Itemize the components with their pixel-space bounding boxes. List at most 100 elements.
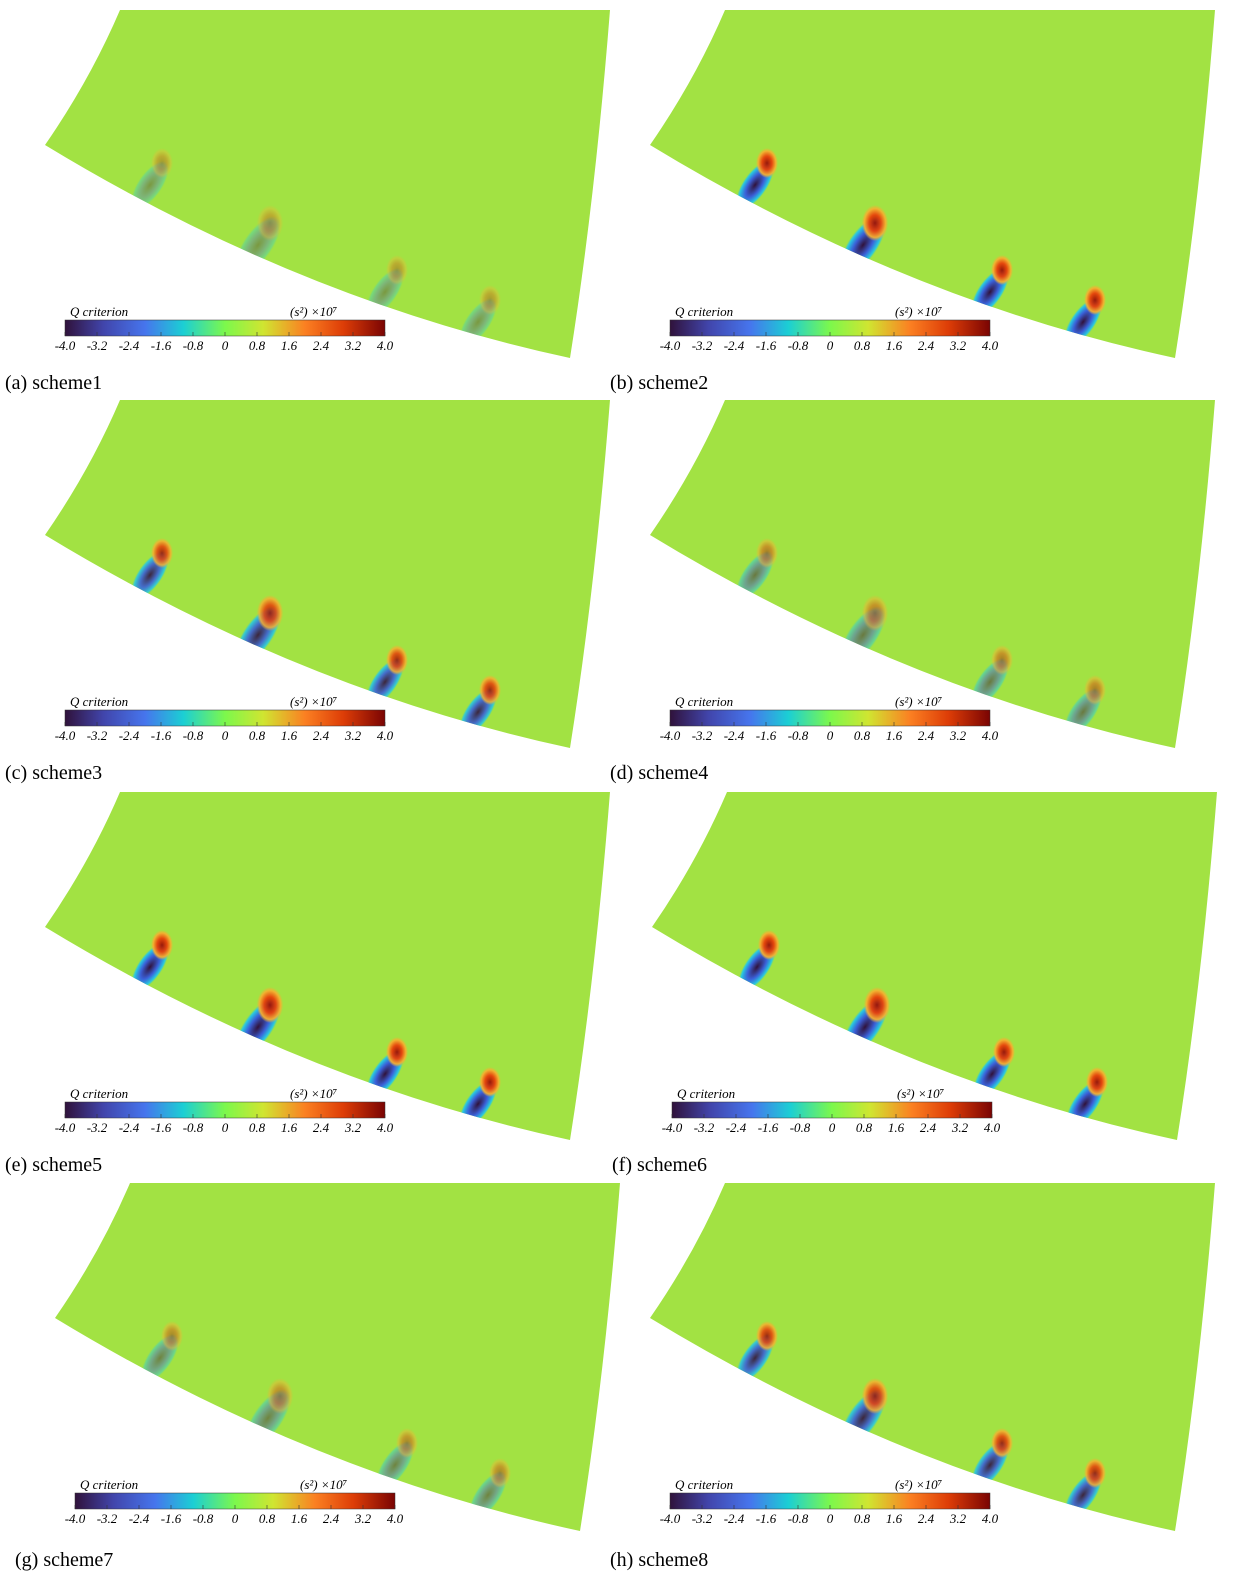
colorbar-title: Q criterion <box>70 1086 128 1101</box>
colorbar-tick-label: 2.4 <box>313 728 330 743</box>
positive-vortex <box>151 148 173 178</box>
colorbar-tick-label: 0.8 <box>856 1120 873 1135</box>
colorbar-tick-label: 0.8 <box>249 728 266 743</box>
colorbar-tick-label: -3.2 <box>692 728 713 743</box>
colorbar-tick-label: 2.4 <box>918 1511 935 1526</box>
colorbar-tick-label: -4.0 <box>660 728 681 743</box>
colorbar-tick-label: 0.8 <box>249 1120 266 1135</box>
colorbar-tick-label: 2.4 <box>920 1120 937 1135</box>
positive-vortex <box>993 1037 1015 1067</box>
panel: Q criterion (s²) ×10⁷ -4.0 -3.2 -2.4 -1.6 -0.8… <box>5 10 610 394</box>
positive-vortex <box>1084 285 1106 315</box>
colorbar-unit: (s²) ×10⁷ <box>895 304 943 319</box>
colorbar-unit: (s²) ×10⁷ <box>895 1477 943 1492</box>
colorbar-tick-label: 1.6 <box>281 728 298 743</box>
positive-vortex <box>756 148 778 178</box>
colorbar-tick-label: 1.6 <box>281 1120 298 1135</box>
colorbar-unit: (s²) ×10⁷ <box>895 694 943 709</box>
colorbar-tick-label: 0 <box>232 1511 239 1526</box>
colorbar-tick-label: -3.2 <box>692 1511 713 1526</box>
colorbar-tick-label: -2.4 <box>724 728 745 743</box>
panel-caption: (h) scheme8 <box>610 1549 708 1571</box>
colorbar-tick-label: -3.2 <box>87 728 108 743</box>
colorbar-tick-label: 3.2 <box>951 1120 969 1135</box>
positive-vortex <box>991 645 1013 675</box>
colorbar-tick-label: -2.4 <box>724 1511 745 1526</box>
positive-vortex <box>1086 1067 1108 1097</box>
colorbar-title: Q criterion <box>677 1086 735 1101</box>
colorbar-tick-label: 0.8 <box>854 728 871 743</box>
colorbar-tick-label: -1.6 <box>756 338 777 353</box>
colorbar-tick-label: 1.6 <box>888 1120 905 1135</box>
panel: Q criterion (s²) ×10⁷ -4.0 -3.2 -2.4 -1.6 -0.8… <box>610 400 1215 784</box>
colorbar-tick-label: 1.6 <box>886 1511 903 1526</box>
colorbar-tick-label: 2.4 <box>918 338 935 353</box>
positive-vortex <box>386 1037 408 1067</box>
colorbar-tick-label: -2.4 <box>129 1511 150 1526</box>
positive-vortex <box>1084 1458 1106 1488</box>
colorbar-tick-label: 4.0 <box>377 1120 394 1135</box>
colorbar-tick-label: 3.2 <box>344 338 362 353</box>
colorbar-tick-label: 3.2 <box>949 1511 967 1526</box>
colorbar-tick-label: 3.2 <box>344 1120 362 1135</box>
panel: Q criterion (s²) ×10⁷ -4.0 -3.2 -2.4 -1.6 -0.8… <box>5 792 610 1176</box>
positive-vortex <box>479 1067 501 1097</box>
colorbar-tick-label: -0.8 <box>183 728 204 743</box>
colorbar-tick-label: -1.6 <box>756 728 777 743</box>
colorbar-tick-label: 3.2 <box>354 1511 372 1526</box>
colorbar-tick-label: 4.0 <box>982 728 999 743</box>
colorbar-tick-label: -0.8 <box>790 1120 811 1135</box>
panel: Q criterion (s²) ×10⁷ -4.0 -3.2 -2.4 -1.6 -0.8… <box>5 400 610 784</box>
colorbar-tick-label: 1.6 <box>886 338 903 353</box>
colorbar-tick-label: -3.2 <box>87 1120 108 1135</box>
panel: Q criterion (s²) ×10⁷ -4.0 -3.2 -2.4 -1.6 -0.8… <box>612 792 1217 1176</box>
colorbar-tick-label: 4.0 <box>982 1511 999 1526</box>
panel-caption: (b) scheme2 <box>610 372 708 394</box>
colorbar-tick-label: 3.2 <box>344 728 362 743</box>
colorbar-title: Q criterion <box>70 304 128 319</box>
panel: Q criterion (s²) ×10⁷ -4.0 -3.2 -2.4 -1.6 -0.8… <box>610 10 1215 394</box>
colorbar-tick-label: -0.8 <box>788 338 809 353</box>
positive-vortex <box>266 1378 294 1414</box>
positive-vortex <box>758 930 780 960</box>
panel-caption: (c) scheme3 <box>5 762 102 784</box>
colorbar-tick-label: 0 <box>222 338 229 353</box>
panel-caption: (g) scheme7 <box>15 1549 113 1571</box>
panel-caption: (d) scheme4 <box>610 762 708 784</box>
colorbar-tick-label: -4.0 <box>55 728 76 743</box>
colorbar-tick-label: -1.6 <box>756 1511 777 1526</box>
colorbar-unit: (s²) ×10⁷ <box>290 1086 338 1101</box>
colorbar-tick-label: 4.0 <box>982 338 999 353</box>
colorbar-title: Q criterion <box>675 694 733 709</box>
colorbar-tick-label: -1.6 <box>151 728 172 743</box>
positive-vortex <box>386 645 408 675</box>
colorbar-tick-label: 0.8 <box>259 1511 276 1526</box>
colorbar-tick-label: 4.0 <box>387 1511 404 1526</box>
colorbar-tick-label: -4.0 <box>55 338 76 353</box>
colorbar-tick-label: -1.6 <box>161 1511 182 1526</box>
colorbar-tick-label: 0 <box>827 1511 834 1526</box>
colorbar-unit: (s²) ×10⁷ <box>290 304 338 319</box>
colorbar-tick-label: 4.0 <box>377 338 394 353</box>
positive-vortex <box>161 1321 183 1351</box>
colorbar-tick-label: -1.6 <box>151 338 172 353</box>
positive-vortex <box>396 1428 418 1458</box>
colorbar-title: Q criterion <box>675 1477 733 1492</box>
colorbar-tick-label: -1.6 <box>151 1120 172 1135</box>
positive-vortex <box>863 987 891 1023</box>
colorbar-tick-label: -0.8 <box>788 728 809 743</box>
colorbar-tick-label: 0 <box>222 728 229 743</box>
colorbar-tick-label: -4.0 <box>660 338 681 353</box>
colorbar-tick-label: 0 <box>827 728 834 743</box>
colorbar-tick-label: 0 <box>827 338 834 353</box>
positive-vortex <box>479 285 501 315</box>
colorbar-unit: (s²) ×10⁷ <box>300 1477 348 1492</box>
colorbar-unit: (s²) ×10⁷ <box>897 1086 945 1101</box>
positive-vortex <box>861 595 889 631</box>
colorbar-tick-label: 4.0 <box>377 728 394 743</box>
colorbar-tick-label: 2.4 <box>918 728 935 743</box>
colorbar-tick-label: 0.8 <box>249 338 266 353</box>
colorbar-tick-label: 0.8 <box>854 1511 871 1526</box>
colorbar-title: Q criterion <box>675 304 733 319</box>
